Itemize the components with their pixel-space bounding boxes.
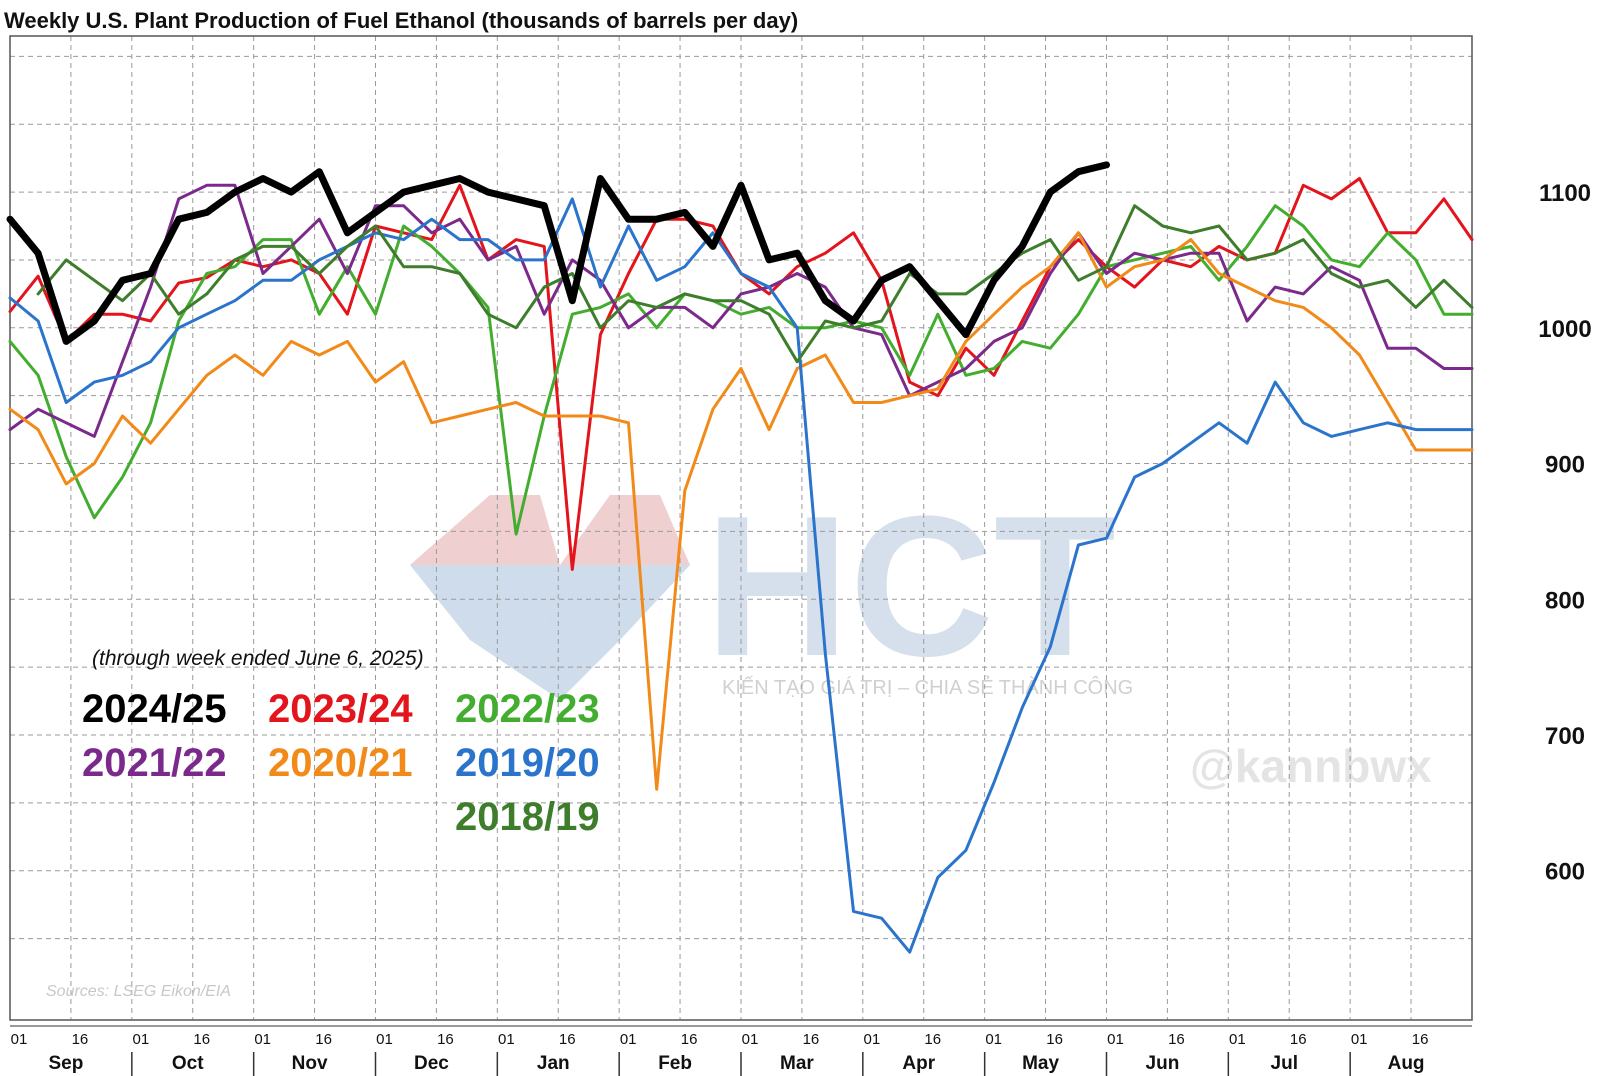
x-day-tick-label: 01 [498, 1031, 515, 1048]
x-day-tick-label: 01 [132, 1031, 149, 1048]
chart-source: Sources: LSEG Eikon/EIA [46, 983, 231, 1000]
x-day-tick-label: 01 [742, 1031, 759, 1048]
x-axis: 01 16 Sep 01 16 Oct 01 16 Nov 01 16 Dec 01 16 Jan 01 16 F… [10, 1025, 1472, 1076]
x-day-tick-label: 16 [72, 1031, 89, 1048]
legend-entry-2022-23: 2022/23 [455, 687, 600, 731]
x-day-tick-label: 16 [315, 1031, 332, 1048]
watermark-brand: HCT [705, 475, 1116, 698]
x-month-label: Feb [658, 1053, 692, 1074]
watermark-logo-blue-bottom [470, 640, 620, 700]
y-tick-label: 800 [1545, 587, 1585, 614]
x-day-tick-label: 01 [1351, 1031, 1368, 1048]
watermark-logo-blue-right [540, 565, 690, 640]
y-tick-label: 1000 [1538, 316, 1591, 343]
y-tick-label: 900 [1545, 452, 1585, 479]
chart-note: (through week ended June 6, 2025) [92, 647, 424, 670]
x-day-tick-label: 01 [11, 1031, 28, 1048]
x-day-tick-label: 16 [924, 1031, 941, 1048]
x-month-label: Aug [1388, 1053, 1425, 1074]
legend-entry-2020-21: 2020/21 [268, 741, 413, 785]
x-day-tick-label: 16 [193, 1031, 210, 1048]
x-month-label: Sep [48, 1053, 83, 1074]
x-month-label: Mar [780, 1053, 814, 1074]
x-day-tick-label: 01 [985, 1031, 1002, 1048]
plot-frame [9, 35, 1473, 1021]
x-month-label: Apr [902, 1053, 935, 1074]
x-day-tick-label: 16 [559, 1031, 576, 1048]
x-day-tick-label: 16 [1046, 1031, 1063, 1048]
series-line-2021-22 [8, 183, 1474, 438]
watermark-tagline: KIẾN TẠO GIÁ TRỊ – CHIA SẺ THÀNH CÔNG [722, 676, 1133, 699]
y-tick-label: 1100 [1539, 180, 1591, 207]
legend-entry-2024-25: 2024/25 [82, 687, 227, 731]
watermark-handle: @kannbwx [1190, 740, 1432, 792]
series-line-2019-20 [8, 197, 1474, 954]
x-month-label: Dec [414, 1053, 449, 1074]
x-month-label: Oct [172, 1053, 204, 1074]
legend-entry-2021-22: 2021/22 [82, 741, 227, 785]
x-day-tick-label: 01 [1229, 1031, 1246, 1048]
watermark-logo-red-right [560, 495, 690, 565]
x-day-tick-label: 16 [681, 1031, 698, 1048]
legend-entry-2018-19: 2018/19 [455, 795, 600, 839]
y-tick-label: 700 [1545, 723, 1585, 750]
series-line-2020-21 [8, 231, 1474, 791]
chart-title: Weekly U.S. Plant Production of Fuel Eth… [4, 8, 798, 33]
watermark-logo-blue-left [410, 565, 560, 640]
x-day-tick-label: 01 [863, 1031, 880, 1048]
legend: 2024/25 2023/24 2022/23 2021/22 2020/21 2019/… [82, 687, 600, 839]
x-day-tick-label: 01 [376, 1031, 393, 1048]
legend-entry-2019-20: 2019/20 [455, 741, 600, 785]
x-day-tick-label: 01 [1107, 1031, 1124, 1048]
x-day-tick-label: 01 [254, 1031, 271, 1048]
x-day-tick-label: 16 [437, 1031, 454, 1048]
x-day-tick-label: 01 [620, 1031, 637, 1048]
y-axis: 600 700 800 900 1000 1100 [1538, 180, 1591, 886]
x-month-label: Jun [1146, 1053, 1180, 1074]
series-line-2024-25 [6, 161, 1110, 345]
series-layer [6, 161, 1474, 954]
x-month-label: Jan [537, 1053, 570, 1074]
x-month-label: May [1022, 1053, 1059, 1074]
series-line-2018-19 [36, 204, 1474, 364]
x-month-label: Nov [292, 1053, 328, 1074]
legend-entry-2023-24: 2023/24 [268, 687, 413, 731]
x-day-tick-label: 16 [1412, 1031, 1429, 1048]
y-tick-label: 600 [1545, 859, 1585, 886]
x-day-tick-label: 16 [803, 1031, 820, 1048]
x-month-label: Jul [1271, 1053, 1298, 1074]
x-day-tick-label: 16 [1290, 1031, 1307, 1048]
x-day-tick-label: 16 [1168, 1031, 1185, 1048]
